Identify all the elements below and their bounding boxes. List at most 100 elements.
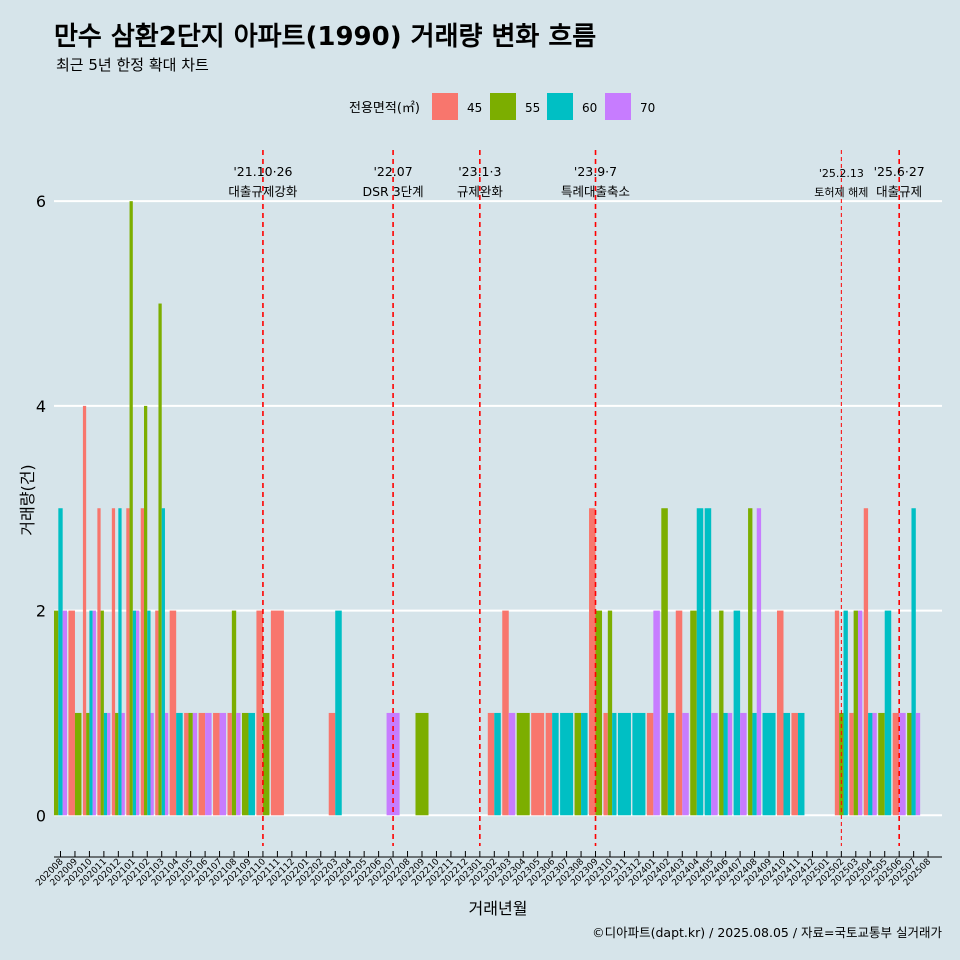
y-tick-label-6: 6 (36, 192, 46, 211)
bar-202011-45 (97, 508, 101, 816)
legend-swatch-60 (547, 93, 573, 120)
bar-202103-45 (155, 610, 159, 816)
bar-202406-60 (723, 712, 728, 816)
bar-202303-45 (502, 610, 509, 816)
bar-202012-70 (121, 712, 125, 816)
bar-202505-55 (878, 712, 885, 816)
legend-label-60: 60 (582, 101, 597, 115)
bar-202010-70 (92, 610, 96, 816)
legend-label-55: 55 (525, 101, 540, 115)
bar-202403-70 (682, 712, 689, 816)
event-label-2: 규제완화 (457, 184, 504, 199)
bar-202408-60 (752, 712, 757, 816)
bar-202307-60 (560, 712, 574, 816)
bar-202502-55 (839, 712, 844, 816)
bar-202404-60 (696, 508, 704, 816)
bar-202103-55 (158, 303, 162, 816)
bar-202102-60 (147, 610, 151, 816)
y-tick-label-2: 2 (36, 602, 46, 621)
event-date-4: '25.2.13 (819, 167, 864, 180)
chart-caption: ©디아파트(dapt.kr) / 2025.08.05 / 자료=국토교통부 실… (592, 925, 942, 940)
bar-202101-45 (126, 508, 130, 816)
bar-202504-45 (863, 508, 869, 816)
bar-202302-45 (487, 712, 495, 816)
bars-layer (53, 201, 921, 816)
bar-202101-70 (136, 610, 140, 816)
bar-202306-45 (545, 712, 553, 816)
bar-202506-45 (892, 712, 900, 816)
bar-202203-60 (335, 610, 342, 816)
bar-202011-70 (107, 712, 111, 816)
legend-swatch-70 (605, 93, 631, 120)
bar-202410-60 (783, 712, 791, 816)
bar-202308-60 (581, 712, 588, 816)
legend-title: 전용면적(㎡) (349, 101, 420, 116)
bar-202312-60 (632, 712, 646, 816)
bar-202108-70 (236, 712, 241, 816)
bar-202404-55 (690, 610, 697, 816)
y-axis: 0 2 4 6 (36, 192, 46, 825)
x-axis-label: 거래년월 (469, 899, 528, 918)
bar-202310-55 (607, 610, 613, 816)
bar-202504-60 (868, 712, 873, 816)
event-label-0: 대출규제강화 (228, 184, 298, 199)
bar-202011-60 (103, 712, 108, 816)
bar-202106-70 (205, 712, 212, 816)
bar-202507-60 (911, 508, 916, 816)
bar-202106-45 (198, 712, 206, 816)
bar-202507-70 (915, 712, 921, 816)
bar-202505-60 (884, 610, 892, 816)
y-tick-label-4: 4 (36, 397, 46, 416)
bar-202104-45 (169, 610, 177, 816)
bar-202411-45 (791, 712, 798, 816)
bar-202101-55 (129, 201, 133, 816)
bar-202309-45 (589, 508, 596, 816)
bar-202011-55 (100, 610, 104, 816)
bar-202403-45 (675, 610, 683, 816)
bar-202111-45 (270, 610, 284, 816)
event-date-0: '21.10·26 (233, 164, 292, 179)
legend-label-70: 70 (640, 101, 655, 115)
bar-202401-45 (646, 712, 654, 816)
bar-202102-45 (140, 508, 145, 816)
legend-label-45: 45 (467, 101, 482, 115)
bar-202009-45 (68, 610, 75, 816)
bar-202302-60 (494, 712, 501, 816)
event-label-5: 대출규제 (876, 184, 922, 199)
bar-202506-70 (899, 712, 906, 816)
bar-202108-55 (231, 610, 237, 816)
bar-202103-60 (161, 508, 165, 816)
bar-202103-70 (164, 712, 169, 816)
bar-202008-70 (62, 610, 68, 816)
bar-202109-60 (248, 712, 255, 816)
y-tick-label-0: 0 (36, 806, 46, 825)
bar-202310-60 (612, 712, 617, 816)
bar-202306-60 (552, 712, 559, 816)
bar-202108-45 (227, 712, 232, 816)
bar-202411-60 (797, 712, 805, 816)
bar-202402-60 (667, 712, 675, 816)
event-label-3: 특례대출축소 (561, 184, 630, 199)
bar-202507-55 (907, 712, 912, 816)
bar-202410-45 (776, 610, 784, 816)
bar-202504-70 (872, 712, 877, 816)
x-axis: 2020082020092020102020112020122021012021… (34, 851, 942, 888)
bar-202012-45 (111, 508, 116, 816)
bar-202405-70 (711, 712, 718, 816)
bar-202502-60 (843, 610, 848, 816)
chart-subtitle: 최근 5년 한정 확대 차트 (56, 56, 209, 74)
bar-202009-55 (74, 712, 82, 816)
bar-202503-70 (857, 610, 863, 816)
event-date-3: '23.9·7 (574, 164, 617, 179)
bar-202010-60 (89, 610, 93, 816)
bar-202406-55 (719, 610, 724, 816)
bar-202402-55 (661, 508, 668, 816)
event-date-5: '25.6·27 (874, 164, 925, 179)
bar-202107-45 (213, 712, 220, 816)
bar-202502-45 (834, 610, 840, 816)
bar-202105-55 (188, 712, 193, 816)
bar-202010-45 (82, 405, 87, 816)
bar-202309-55 (595, 610, 603, 816)
bar-202407-60 (733, 610, 741, 816)
bar-202409-60 (762, 712, 776, 816)
